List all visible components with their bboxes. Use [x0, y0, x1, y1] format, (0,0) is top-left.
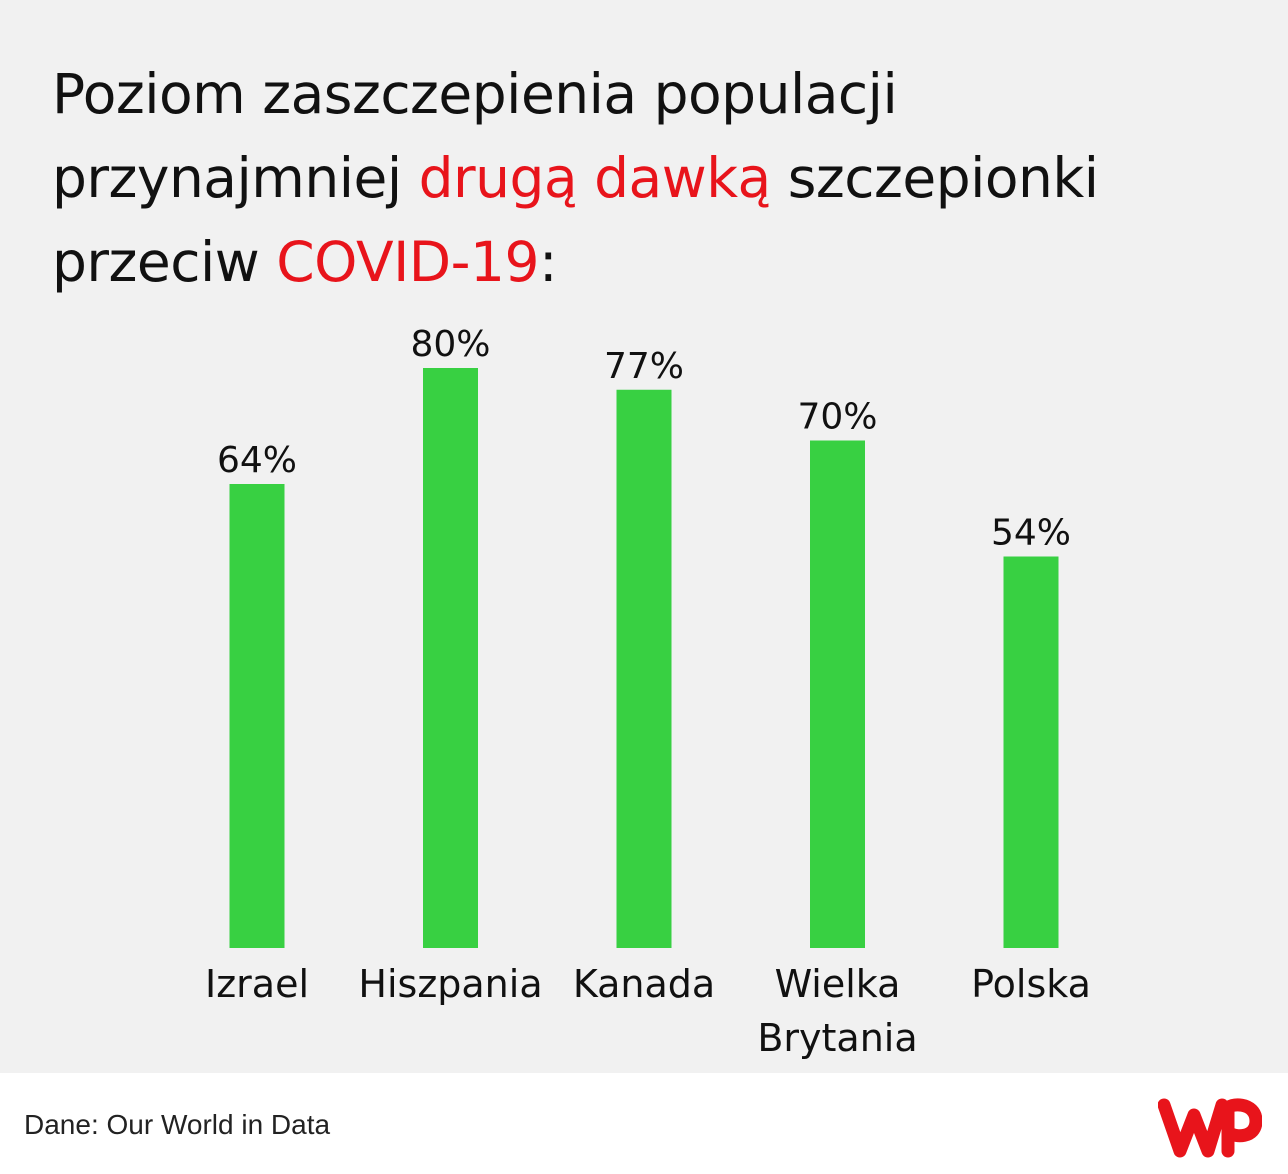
chart-title: Poziom zaszczepienia populacji przynajmn… [52, 52, 1252, 304]
wp-logo-icon [1158, 1098, 1262, 1158]
category-label-wielka-brytania: Wielka Brytania [757, 962, 917, 1060]
category-label-hiszpania: Hiszpania [358, 962, 542, 1006]
category-label-polska: Polska [971, 962, 1091, 1006]
category-label-kanada: Kanada [573, 962, 715, 1006]
value-label-kanada: 77% [604, 346, 684, 387]
bar-wielka-brytania [810, 440, 865, 948]
category-label-izrael: Izrael [205, 962, 309, 1006]
source-text: Dane: Our World in Data [24, 1109, 331, 1140]
title-part-1: Poziom zaszczepienia populacji przynajmn… [52, 62, 898, 210]
bar-chart: 64% Izrael 80% Hiszpania 77% Kanada 70% Wielka B… [205, 324, 1091, 1060]
title-part-5: : [538, 230, 558, 294]
title-highlight-covid: COVID-19 [276, 230, 539, 294]
title-highlight-dose: drugą dawką [418, 146, 772, 210]
bar-izrael [229, 484, 285, 948]
value-label-polska: 54% [991, 513, 1071, 554]
bar-hiszpania [423, 368, 478, 948]
footer: Dane: Our World in Data [0, 1073, 1288, 1174]
value-label-hiszpania: 80% [410, 324, 490, 365]
bar-polska [1003, 556, 1059, 948]
value-label-izrael: 64% [217, 440, 297, 481]
value-label-wielka-brytania: 70% [797, 397, 877, 438]
title-part-3: szczepionki przeciw [52, 146, 1099, 294]
chart-panel: Poziom zaszczepienia populacji przynajmn… [0, 0, 1288, 1073]
bar-kanada [616, 389, 672, 948]
